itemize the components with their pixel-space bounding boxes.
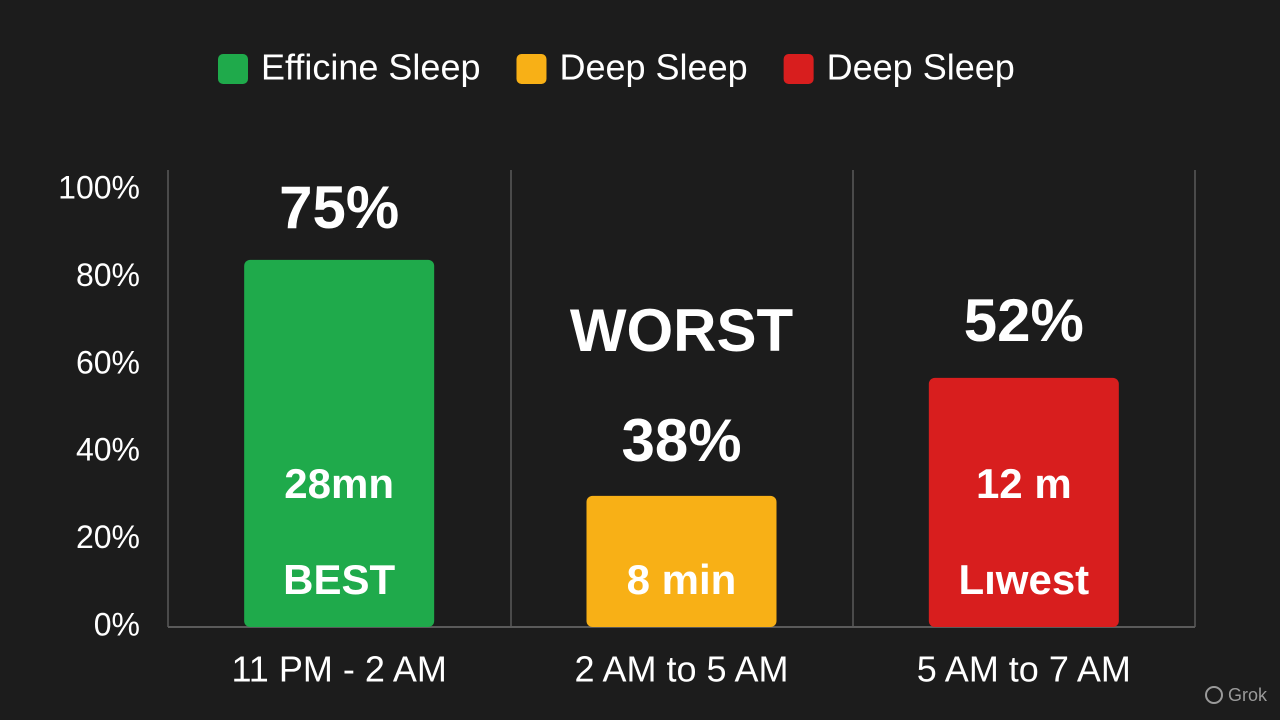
x-tick-label: 2 AM to 5 AM xyxy=(574,649,788,690)
top-label: 52% xyxy=(964,287,1084,354)
y-tick-label: 0% xyxy=(94,606,140,642)
inner-label: Lıwest xyxy=(958,556,1089,603)
legend-label: Efficine Sleep xyxy=(261,47,480,88)
legend-swatch xyxy=(783,54,814,84)
legend-swatch xyxy=(516,54,547,84)
legend-label: Deep Sleep xyxy=(827,47,1015,88)
y-tick-label: 80% xyxy=(76,257,140,293)
bar xyxy=(928,377,1119,627)
legend-swatch xyxy=(218,54,248,84)
legend-label: Deep Sleep xyxy=(559,47,747,88)
watermark-icon xyxy=(1205,686,1223,704)
column-separators xyxy=(167,170,1196,627)
inner-label: BEST xyxy=(283,556,395,603)
watermark: Grok xyxy=(1228,685,1268,705)
inner-label: 8 min xyxy=(627,556,737,603)
x-tick-label: 11 PM - 2 AM xyxy=(231,649,446,690)
y-tick-label: 40% xyxy=(76,432,140,468)
legend: Efficine Sleep Deep Sleep Deep Sleep xyxy=(218,47,1015,88)
y-tick-label: 20% xyxy=(76,519,140,555)
x-tick-label: 5 AM to 7 AM xyxy=(917,649,1131,690)
y-tick-label: 60% xyxy=(76,344,140,380)
top-label: 75% xyxy=(279,174,399,241)
top-label: 38% xyxy=(621,407,741,474)
inner-label: 28mn xyxy=(284,460,394,507)
top-label: WORST xyxy=(570,297,793,364)
y-tick-label: 100% xyxy=(58,169,140,205)
bar xyxy=(244,259,435,627)
bar xyxy=(586,495,777,627)
inner-label: 12 m xyxy=(976,460,1072,507)
